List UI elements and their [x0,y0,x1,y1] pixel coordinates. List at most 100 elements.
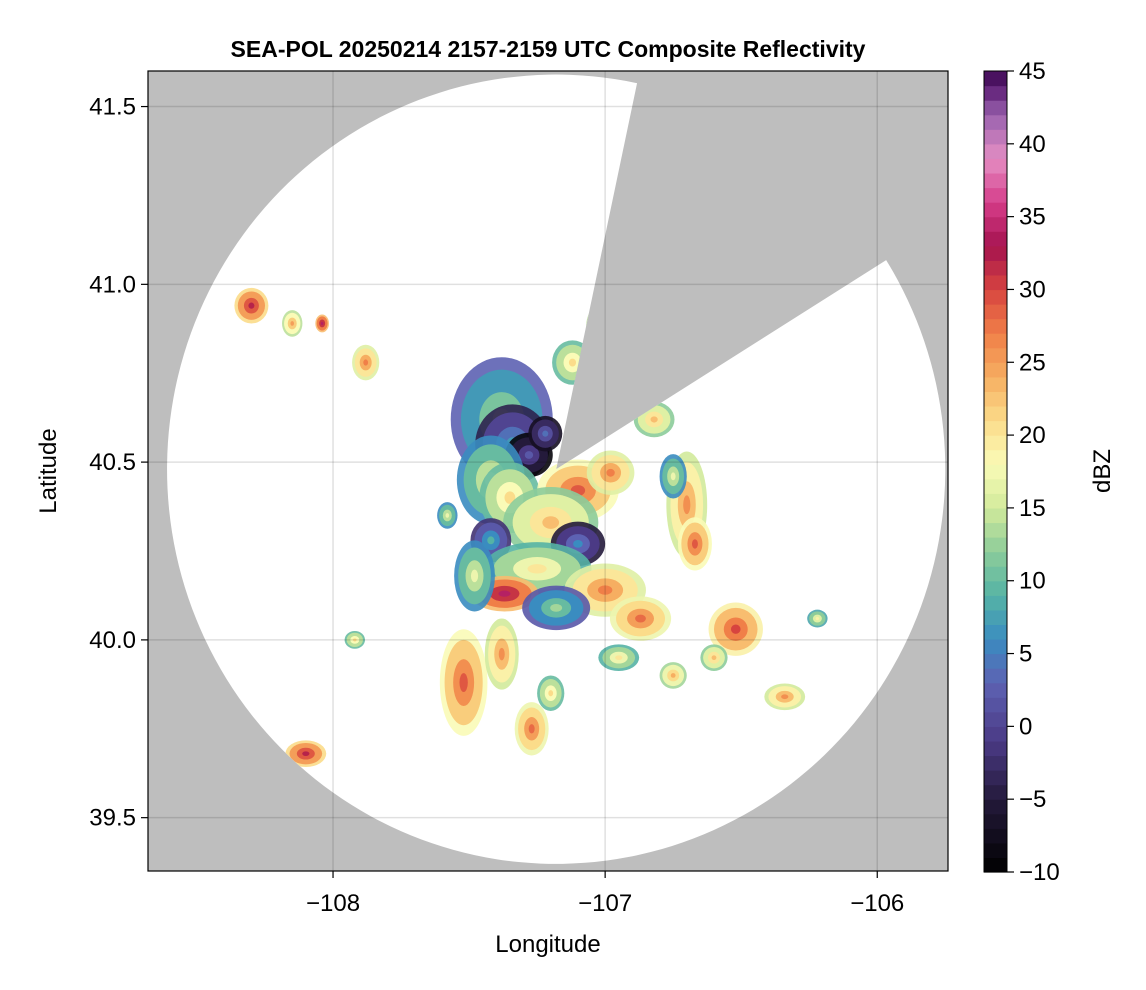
colorbar-cell [984,580,1007,596]
colorbar-tick-label: −10 [1019,859,1060,886]
colorbar-cell [984,216,1007,232]
echo-cell [285,740,327,768]
colorbar-cell [984,129,1007,145]
colorbar-cell [984,245,1007,261]
colorbar-cell [984,304,1007,320]
colorbar-tick-label: 20 [1019,422,1046,449]
echo-cell [528,415,563,452]
colorbar-cell [984,799,1007,815]
colorbar-tick-label: 10 [1019,568,1046,595]
echo-cell [352,344,380,381]
chart-title: SEA-POL 20250214 2157-2159 UTC Composite… [231,36,866,62]
colorbar-cell [984,493,1007,509]
echo-cell [659,454,687,499]
colorbar-cell [984,449,1007,465]
echo-cell [708,602,763,656]
colorbar-cell [984,828,1007,844]
x-tick-label: −108 [306,890,360,917]
echo-cell [439,629,488,736]
colorbar-cell [984,566,1007,582]
colorbar-cell [984,522,1007,538]
echo-cell [537,675,565,711]
colorbar-cell [984,100,1007,116]
colorbar-tick-label: 40 [1019,131,1046,158]
colorbar-cell [984,172,1007,189]
y-axis: 39.5 40.0 40.5 41.0 41.5 [89,94,148,832]
colorbar-cell [984,857,1007,873]
colorbar-cell [984,507,1007,524]
x-axis-label: Longitude [495,931,600,958]
y-tick-label: 41.5 [89,94,136,121]
echo-cell [315,314,329,333]
colorbar-cell [984,551,1007,567]
echo-cell [437,502,458,529]
echo-cell [234,287,269,324]
colorbar-cell [984,537,1007,553]
colorbar-cell [984,143,1007,159]
colorbar-cell [984,682,1007,698]
colorbar-cell [984,770,1007,786]
echo-cell [807,609,828,628]
colorbar-cell [984,638,1007,655]
colorbar-cell [984,187,1007,203]
colorbar-cell [984,464,1007,480]
colorbar-cell [984,478,1007,494]
y-axis-label: Latitude [35,428,62,513]
colorbar-cell [984,711,1007,727]
echo-cell [586,450,635,495]
y-tick-label: 40.0 [89,627,136,654]
echo-cell [282,310,303,337]
echo-cell [514,702,549,756]
x-tick-label: −106 [850,890,904,917]
colorbar-cell [984,71,1007,87]
colorbar-cell [984,333,1007,349]
colorbar-tick-label: 0 [1019,713,1032,740]
colorbar-cell [984,260,1007,276]
colorbar-tick-label: 35 [1019,204,1046,231]
colorbar-cell [984,609,1007,626]
y-tick-label: 39.5 [89,805,136,832]
colorbar-cell [984,376,1007,392]
colorbar-cell [984,653,1007,669]
grid-lines [148,71,948,871]
echo-cell [659,662,687,689]
echo-cell [454,540,495,612]
colorbar-cell [984,435,1007,451]
x-tick-label: −107 [578,890,632,917]
colorbar-frame [983,70,1008,873]
colorbar-cell [984,726,1007,742]
colorbar-cell [984,362,1007,378]
colorbar-tick-label: 5 [1019,641,1032,668]
colorbar-cell [984,274,1007,291]
y-tick-label: 41.0 [89,271,136,298]
colorbar-cell [984,668,1007,684]
colorbar-cell [984,231,1007,247]
echo-cell [344,631,366,649]
colorbar-tick-label: 45 [1019,58,1046,85]
colorbar-cell [984,318,1007,334]
echo-cell [609,596,672,641]
colorbar-cell [984,755,1007,771]
colorbar-cell [984,697,1007,713]
plot-area [147,70,949,872]
colorbar-cell [984,420,1007,436]
colorbar-cells [984,71,1007,873]
colorbar-cell [984,85,1007,101]
colorbar-cell [984,842,1007,859]
echo-cell [522,585,591,631]
colorbar-ticks: −10 −5 0 5 10 15 20 25 30 35 40 45 [1007,58,1060,886]
colorbar-cell [984,784,1007,800]
colorbar: −10 −5 0 5 10 15 20 25 30 35 40 45 dBZ [983,58,1116,886]
colorbar-tick-label: 30 [1019,276,1046,303]
colorbar-label: dBZ [1089,449,1116,493]
colorbar-tick-label: 25 [1019,349,1046,376]
colorbar-tick-label: −5 [1019,786,1046,813]
colorbar-cell [984,813,1007,829]
x-axis: −108 −107 −106 [306,871,904,917]
y-tick-label: 40.5 [89,449,136,476]
echo-cell [598,644,640,672]
echo-cell [484,618,519,690]
colorbar-cell [984,347,1007,363]
colorbar-cell [984,289,1007,305]
